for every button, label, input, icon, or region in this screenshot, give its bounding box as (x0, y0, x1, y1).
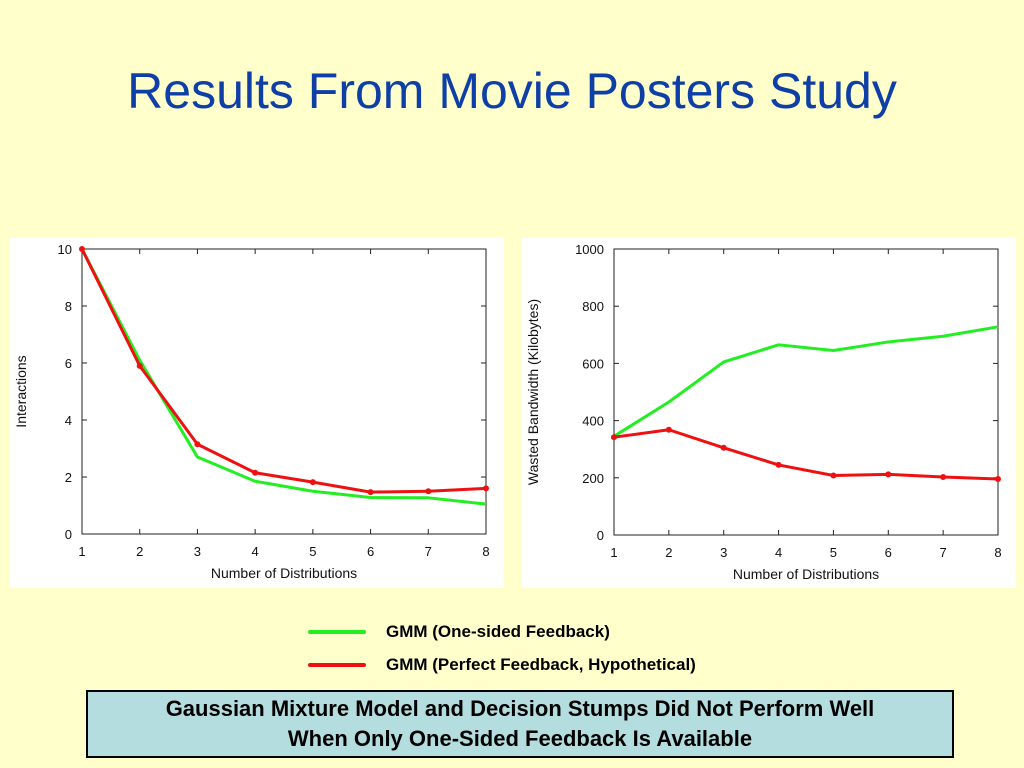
chart1-x-tick-label-6: 7 (940, 545, 947, 560)
chart0-y-tick-label-4: 8 (65, 299, 72, 314)
chart1-y-tick-label-5: 1000 (575, 242, 604, 257)
legend-swatch-perfect (308, 663, 366, 667)
chart1-y-tick-label-4: 800 (582, 299, 604, 314)
chart0-y-axis-label: Interactions (13, 355, 29, 427)
chart0-series-0-line (80, 248, 487, 506)
chart1-y-tick-label-2: 400 (582, 414, 604, 429)
chart1-x-tick-label-1: 2 (665, 545, 672, 560)
wasted-bandwidth-chart-svg: 1 2 3 4 5 6 7 8 0 200 400 600 800 1000 Number of Distr… (525, 242, 1002, 582)
chart1-series-0-line (613, 325, 999, 438)
chart1-series-1-point-1 (665, 426, 672, 433)
chart0-series-1-point-7 (483, 485, 489, 492)
summary-line-1: Gaussian Mixture Model and Decision Stum… (165, 696, 875, 721)
chart1-x-tick-label-7: 8 (994, 545, 1001, 560)
legend-item-one-sided: GMM (One-sided Feedback) (308, 620, 610, 644)
chart1-y-tick-label-0: 0 (597, 528, 604, 543)
chart1-series-1-point-4 (830, 472, 837, 479)
chart0-series-1-point-2 (194, 441, 201, 448)
chart1-x-tick-label-0: 1 (610, 545, 617, 560)
chart0-x-tick-label-1: 2 (136, 544, 143, 559)
chart0-x-tick-label-5: 6 (367, 544, 374, 559)
legend-swatch-one-sided (308, 630, 366, 634)
chart0-y-tick-label-1: 2 (65, 470, 72, 485)
chart1-series-1-point-6 (940, 473, 947, 480)
chart1-x-tick-label-5: 6 (885, 545, 892, 560)
legend-label-one-sided: GMM (One-sided Feedback) (386, 622, 610, 641)
chart1-y-axis-label: Wasted Bandwidth (Kilobytes) (525, 299, 541, 485)
chart0-x-axis-label: Number of Distributions (211, 565, 357, 581)
legend-label-perfect: GMM (Perfect Feedback, Hypothetical) (386, 655, 696, 674)
chart1-series-1-point-2 (720, 444, 727, 451)
chart1-plot-frame (613, 248, 999, 536)
chart1-series-1-point-7 (995, 475, 1001, 482)
chart0-plot-frame (81, 248, 487, 535)
chart0-x-tick-label-0: 1 (78, 544, 85, 559)
interactions-chart-svg: 1 2 3 4 5 6 7 8 0 2 4 6 8 10 Number of Distributions In… (13, 242, 490, 581)
chart0-x-tick-label-7: 8 (482, 544, 489, 559)
chart1-x-tick-label-3: 4 (775, 545, 782, 560)
chart1-series-1-point-3 (775, 461, 782, 468)
chart0-x-tick-label-6: 7 (425, 544, 432, 559)
chart0-series-1-point-0 (79, 246, 85, 252)
chart1-x-tick-label-4: 5 (830, 545, 837, 560)
summary-box: Gaussian Mixture Model and Decision Stum… (86, 690, 954, 758)
chart0-y-tick-label-5: 10 (58, 242, 72, 257)
chart1-x-axis-label: Number of Distributions (733, 566, 879, 582)
summary-line-2: When Only One-Sided Feedback Is Availabl… (287, 726, 753, 751)
chart1-y-tick-label-1: 200 (582, 471, 604, 486)
chart1-y-tick-label-3: 600 (582, 356, 604, 371)
chart1-series-1-point-5 (885, 471, 892, 478)
chart0-x-tick-label-3: 4 (252, 544, 259, 559)
slide-title: Results From Movie Posters Study (127, 63, 897, 119)
chart0-y-tick-label-3: 6 (65, 356, 72, 371)
chart0-series-1-point-5 (367, 489, 374, 496)
chart0-series-1-line (80, 248, 487, 494)
chart1-series-1-point-0 (611, 434, 617, 441)
chart0-series-1-point-4 (309, 479, 316, 486)
chart0-series-1-point-6 (425, 488, 432, 495)
chart0-x-tick-label-2: 3 (194, 544, 201, 559)
interactions-chart: 1 2 3 4 5 6 7 8 0 2 4 6 8 10 Number of Distributions In… (10, 238, 504, 588)
chart0-series-1-point-1 (136, 362, 143, 369)
chart0-series-1-point-3 (252, 469, 259, 476)
wasted-bandwidth-chart: 1 2 3 4 5 6 7 8 0 200 400 600 800 1000 Number of Distr… (522, 238, 1016, 588)
chart1-series-1-line (613, 428, 999, 481)
chart0-x-tick-label-4: 5 (309, 544, 316, 559)
legend-item-perfect: GMM (Perfect Feedback, Hypothetical) (308, 653, 696, 677)
chart0-y-tick-label-0: 0 (65, 527, 72, 542)
chart0-y-tick-label-2: 4 (65, 413, 72, 428)
chart1-x-tick-label-2: 3 (720, 545, 727, 560)
